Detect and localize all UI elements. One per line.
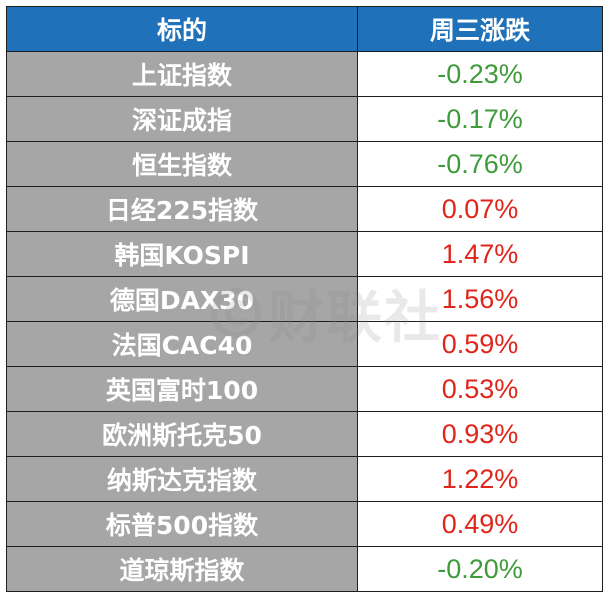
index-name: 欧洲斯托克50 [6, 411, 358, 457]
index-change: 1.56% [357, 276, 603, 322]
index-change: -0.20% [357, 546, 603, 592]
index-change: -0.17% [357, 96, 603, 142]
index-name: 道琼斯指数 [6, 546, 358, 592]
index-change: -0.76% [357, 141, 603, 187]
table-row: 法国CAC40 0.59% [6, 321, 603, 367]
table-row: 道琼斯指数 -0.20% [6, 546, 603, 592]
index-name: 英国富时100 [6, 366, 358, 412]
index-change: 0.93% [357, 411, 603, 457]
table-row: 标普500指数 0.49% [6, 501, 603, 547]
table-row: 韩国KOSPI 1.47% [6, 231, 603, 277]
index-name: 纳斯达克指数 [6, 456, 358, 502]
index-name: 深证成指 [6, 96, 358, 142]
index-change: 1.47% [357, 231, 603, 277]
table-row: 恒生指数 -0.76% [6, 141, 603, 187]
table-row: 日经225指数 0.07% [6, 186, 603, 232]
index-name: 德国DAX30 [6, 276, 358, 322]
table-row: 德国DAX30 1.56% [6, 276, 603, 322]
table-row: 欧洲斯托克50 0.93% [6, 411, 603, 457]
index-change: 0.53% [357, 366, 603, 412]
index-change: 0.59% [357, 321, 603, 367]
table-row: 上证指数 -0.23% [6, 51, 603, 97]
table-row: 纳斯达克指数 1.22% [6, 456, 603, 502]
market-change-table: 标的 周三涨跌 上证指数 -0.23% 深证成指 -0.17% 恒生指数 -0.… [6, 6, 603, 592]
index-change: 0.49% [357, 501, 603, 547]
index-name: 日经225指数 [6, 186, 358, 232]
index-name: 标普500指数 [6, 501, 358, 547]
index-name: 上证指数 [6, 51, 358, 97]
index-change: 0.07% [357, 186, 603, 232]
index-name: 韩国KOSPI [6, 231, 358, 277]
index-change: 1.22% [357, 456, 603, 502]
table-row: 深证成指 -0.17% [6, 96, 603, 142]
table-row: 英国富时100 0.53% [6, 366, 603, 412]
column-header-name: 标的 [6, 6, 358, 52]
index-change: -0.23% [357, 51, 603, 97]
index-name: 恒生指数 [6, 141, 358, 187]
column-header-change: 周三涨跌 [357, 6, 603, 52]
header-row: 标的 周三涨跌 [6, 6, 603, 52]
index-name: 法国CAC40 [6, 321, 358, 367]
